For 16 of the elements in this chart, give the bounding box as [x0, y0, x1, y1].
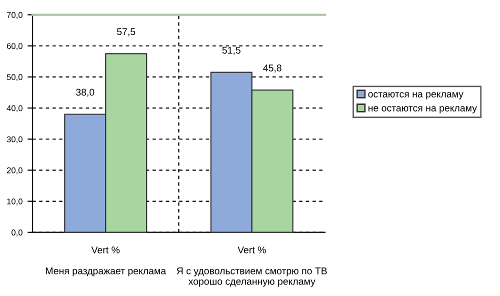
category-label: Vert % Я с удовольствием смотрю по ТВ хорошо сделанную рекламу — [176, 246, 327, 287]
data-label: 51,5 — [222, 46, 240, 55]
data-label: 38,0 — [76, 88, 94, 97]
legend-label: остаются на рекламу — [368, 92, 464, 100]
legend-label: не остаются на рекламу — [368, 106, 477, 114]
y-tick-label: 70,0 — [6, 12, 22, 19]
data-label: 57,5 — [117, 28, 136, 36]
y-tick-label: 30,0 — [6, 136, 22, 144]
y-tick-label: 40,0 — [6, 105, 22, 112]
data-label: 45,8 — [263, 64, 282, 73]
y-tick-label: 50,0 — [6, 74, 22, 82]
y-tick-label: 0,0 — [12, 230, 22, 236]
y-tick-label: 10,0 — [7, 198, 22, 206]
category-label: Vert % Меня раздражает реклама — [46, 246, 166, 276]
y-tick-label: 20,0 — [6, 167, 22, 174]
y-tick-label: 60,0 — [6, 43, 22, 50]
